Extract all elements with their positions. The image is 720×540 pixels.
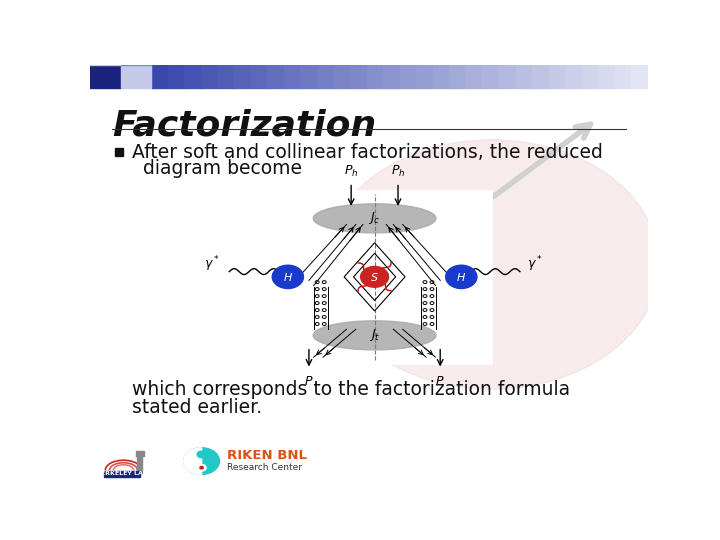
Bar [317, 65, 334, 87]
Bar [631, 65, 649, 87]
Bar [284, 65, 301, 87]
Bar [416, 65, 433, 87]
Text: $P$: $P$ [305, 375, 314, 388]
Bar [267, 65, 284, 87]
Bar [258, 190, 492, 364]
Bar [201, 65, 218, 87]
Bar [366, 65, 384, 87]
Bar [433, 65, 450, 87]
Bar [532, 65, 549, 87]
Bar [90, 42, 121, 65]
Text: stated earlier.: stated earlier. [132, 399, 262, 417]
Text: BERKELEY LAB: BERKELEY LAB [96, 471, 148, 476]
Text: $H$: $H$ [456, 271, 467, 283]
Bar [300, 65, 318, 87]
Circle shape [361, 266, 389, 287]
Text: which corresponds to the factorization formula: which corresponds to the factorization f… [132, 380, 570, 399]
Text: After soft and collinear factorizations, the reduced: After soft and collinear factorizations,… [132, 143, 603, 161]
Text: $P$: $P$ [436, 375, 445, 388]
Circle shape [200, 467, 203, 469]
Bar [565, 65, 582, 87]
Bar [598, 65, 616, 87]
Bar [115, 148, 124, 156]
Bar [383, 65, 400, 87]
Bar [582, 65, 599, 87]
Bar [184, 65, 202, 87]
Text: $J_c$: $J_c$ [369, 211, 381, 226]
Bar [104, 471, 140, 477]
Text: Factorization: Factorization [112, 109, 377, 143]
Text: Research Center: Research Center [227, 463, 302, 472]
Bar [136, 451, 143, 456]
Bar [449, 65, 467, 87]
Text: $J_t$: $J_t$ [369, 327, 380, 343]
Text: $\gamma^*$: $\gamma^*$ [204, 255, 220, 274]
Bar [615, 65, 632, 87]
Bar [90, 441, 648, 481]
Text: $H$: $H$ [283, 271, 293, 283]
Text: $\gamma^*$: $\gamma^*$ [527, 255, 543, 274]
Text: diagram become: diagram become [143, 159, 302, 178]
Bar [466, 65, 483, 87]
Bar [251, 65, 268, 87]
Bar [400, 65, 417, 87]
Circle shape [184, 448, 220, 474]
Circle shape [272, 265, 304, 288]
Bar [333, 65, 351, 87]
Bar [168, 65, 185, 87]
Circle shape [446, 265, 477, 288]
Bar [217, 65, 235, 87]
Bar [516, 65, 533, 87]
Ellipse shape [313, 321, 436, 350]
Bar [549, 65, 566, 87]
Bar [482, 65, 500, 87]
Circle shape [324, 140, 660, 389]
Bar [138, 456, 142, 474]
Ellipse shape [313, 204, 436, 233]
Text: $P_h$: $P_h$ [344, 164, 359, 179]
Bar [121, 42, 151, 65]
Bar [121, 65, 151, 87]
Bar [234, 65, 251, 87]
Text: $P_h$: $P_h$ [391, 164, 405, 179]
Wedge shape [184, 448, 202, 474]
Text: $S$: $S$ [370, 271, 379, 283]
Text: RIKEN BNL: RIKEN BNL [227, 449, 307, 462]
Bar [499, 65, 516, 87]
Bar [151, 65, 168, 87]
Circle shape [197, 451, 206, 458]
Circle shape [197, 464, 206, 471]
Bar [90, 65, 121, 87]
Bar [350, 65, 367, 87]
